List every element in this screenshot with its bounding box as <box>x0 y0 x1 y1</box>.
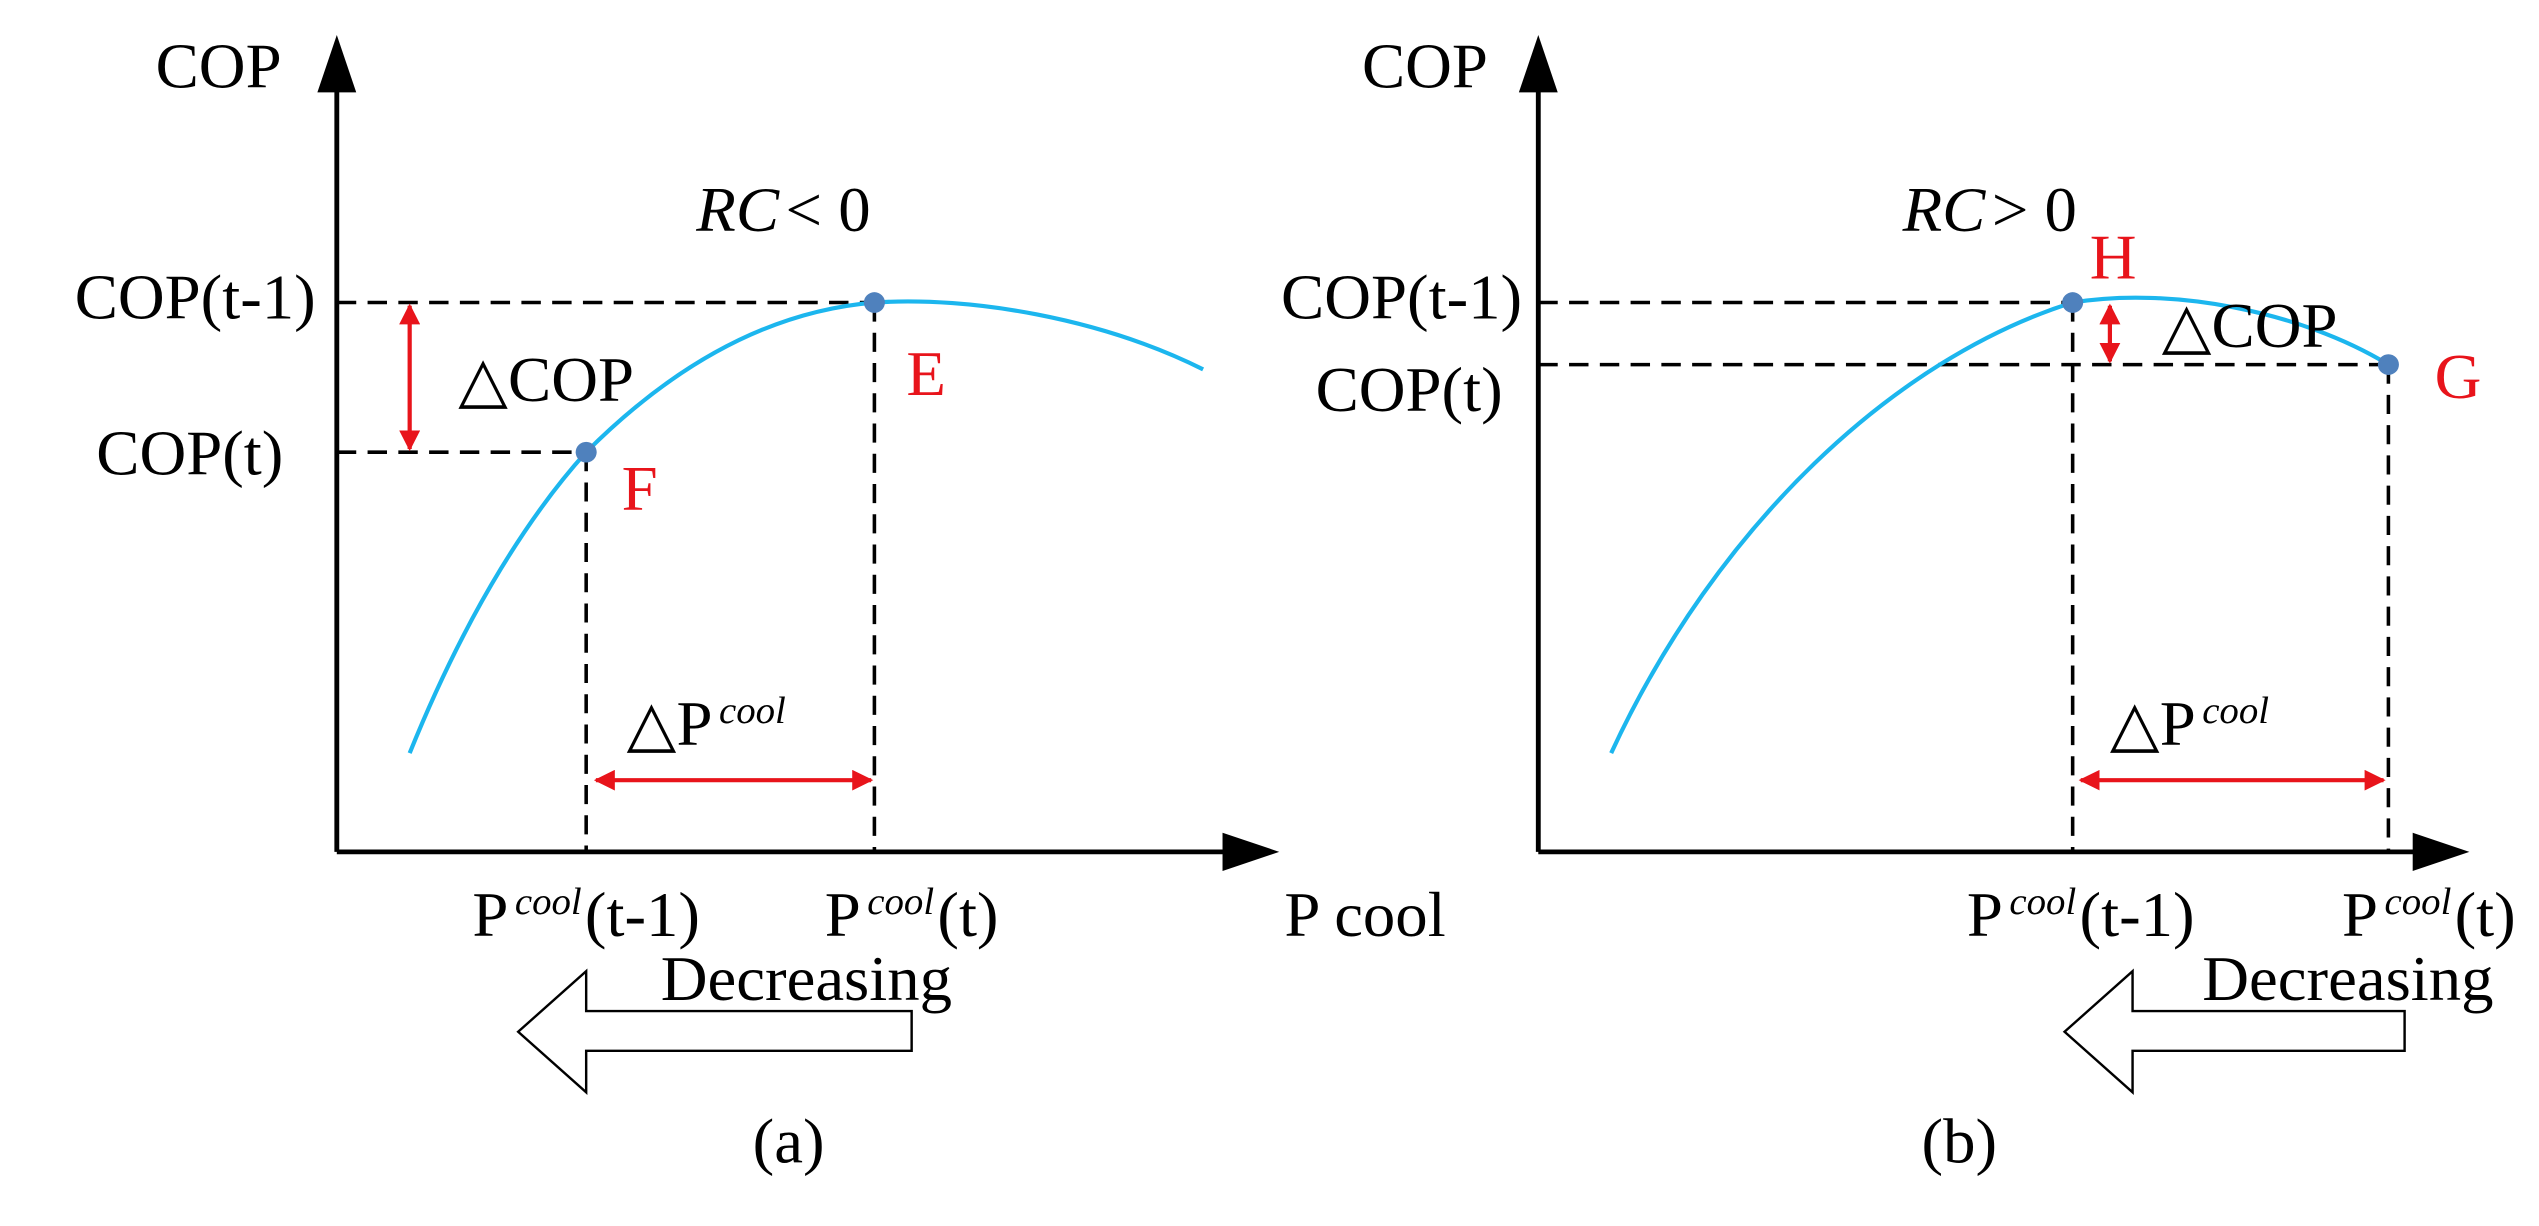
superscript: cool <box>515 881 582 923</box>
point <box>575 441 597 463</box>
x-axis-arrow <box>1222 832 1280 871</box>
suffix: (t-1) <box>585 880 700 950</box>
y-axis-label: COP <box>156 31 282 101</box>
point-low-label: G <box>2435 342 2482 412</box>
point <box>2377 354 2399 375</box>
y-axis-arrow <box>317 35 357 93</box>
superscript: cool <box>2009 881 2076 923</box>
delta-p-label: △P cool <box>2110 689 2269 759</box>
point-high-label: E <box>906 338 946 408</box>
x-axis-label: P cool <box>1284 880 1445 950</box>
superscript: cool <box>2385 881 2452 923</box>
relation: < 0 <box>786 174 871 244</box>
point <box>2062 292 2084 313</box>
caption: (a) <box>753 1106 825 1176</box>
cop-curve <box>1609 295 2390 754</box>
delta-p-label: △P cool <box>627 689 786 759</box>
x-axis-arrow <box>2412 832 2470 871</box>
superscript: cool <box>2202 690 2269 732</box>
cop-prev-label: COP(t-1) <box>75 262 316 332</box>
delta-cop-label: △COP <box>458 345 634 415</box>
base: P <box>472 880 508 950</box>
variable: RC <box>695 174 780 244</box>
point-low-label: F <box>622 453 658 523</box>
base: P <box>825 880 861 950</box>
caption: (b) <box>1922 1106 1998 1176</box>
y-axis-arrow <box>1518 35 1558 93</box>
superscript: cool <box>867 881 934 923</box>
suffix: (t-1) <box>2080 880 2195 950</box>
suffix: (t) <box>2455 880 2516 950</box>
point <box>863 292 885 313</box>
cop-prev-label: COP(t-1) <box>1281 262 1522 332</box>
cop-curr-label: COP(t) <box>1316 354 1503 424</box>
delta-cop-label: △COP <box>2162 291 2338 361</box>
suffix: (t) <box>937 880 998 950</box>
base: △P <box>627 689 713 759</box>
arrow-label: Decreasing <box>2202 943 2493 1013</box>
cop-curr-label: COP(t) <box>96 418 283 488</box>
superscript: cool <box>719 690 786 732</box>
decreasing-arrow <box>2062 968 2406 1095</box>
decreasing-arrow <box>516 968 913 1095</box>
base: P <box>1967 880 2003 950</box>
condition: RC > 0 <box>1902 174 2077 244</box>
point-high-label: H <box>2090 222 2137 292</box>
relation: > 0 <box>1992 174 2077 244</box>
base: △P <box>2110 689 2196 759</box>
cop-curve <box>407 299 1205 754</box>
arrow-label: Decreasing <box>661 943 952 1013</box>
base: P <box>2342 880 2378 950</box>
variable: RC <box>1902 174 1987 244</box>
y-axis-label: COP <box>1362 31 1488 101</box>
condition: RC < 0 <box>695 174 870 244</box>
